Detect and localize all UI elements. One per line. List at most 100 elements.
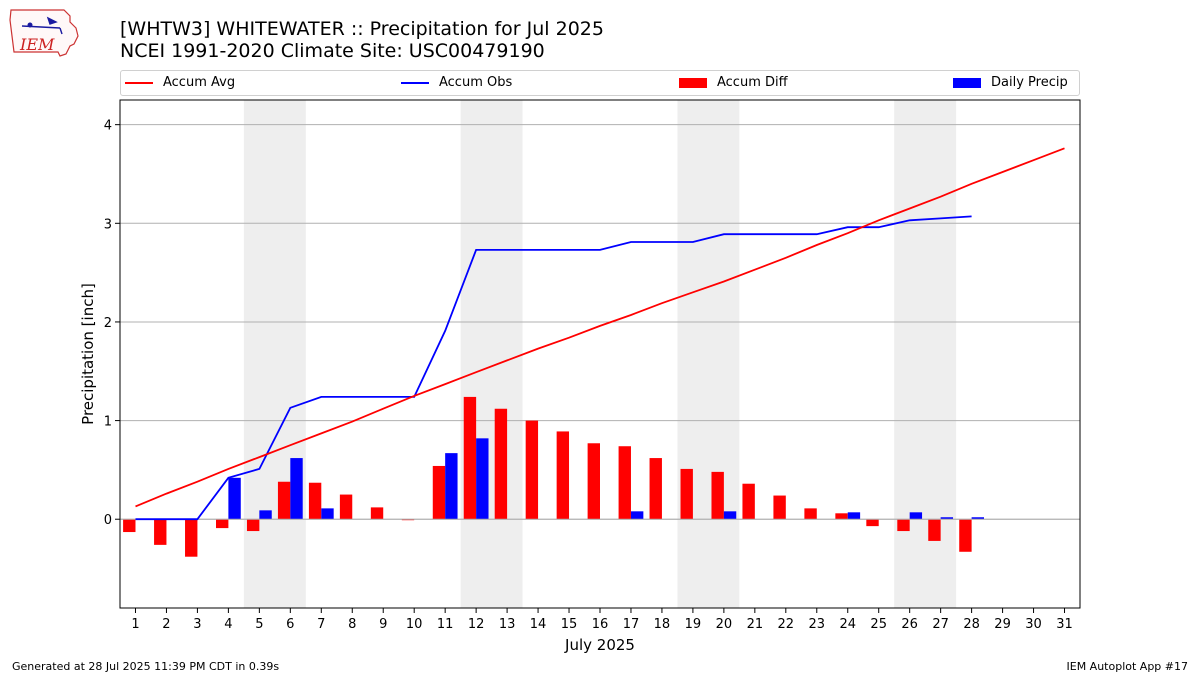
iem-logo: IEM (9, 9, 79, 57)
accum-diff-bar-day-20 (711, 471, 724, 520)
accum-avg-line (135, 147, 1065, 508)
x-tick-label-23: 23 (809, 617, 826, 632)
daily-precip-bar-day-27 (940, 517, 954, 520)
legend-item-accum-obs: Accum Obs (401, 71, 512, 95)
weekend-shade-4 (894, 100, 957, 608)
x-tick-label-30: 30 (1025, 617, 1042, 632)
daily-precip-bar-day-11 (445, 453, 458, 520)
accum-diff-bar-day-3 (185, 519, 198, 557)
x-tick-label-26: 26 (901, 617, 918, 632)
chart-legend: Accum Avg Accum Obs Accum Diff Daily Pre… (120, 70, 1080, 96)
legend-swatch-accum-obs (401, 81, 429, 84)
accum-diff-bar-day-11 (432, 465, 446, 520)
chart-title: [WHTW3] WHITEWATER :: Precipitation for … (120, 18, 604, 40)
x-axis-label: July 2025 (564, 636, 635, 654)
legend-item-accum-diff: Accum Diff (679, 71, 788, 95)
daily-precip-bar-day-4 (228, 477, 241, 520)
accum-diff-bar-day-8 (339, 494, 353, 520)
accum-diff-bar-day-12 (463, 396, 477, 520)
accum-diff-bar-day-24 (835, 513, 848, 520)
y-tick-label-0: 0 (104, 513, 112, 528)
daily-precip-bar-day-17 (630, 511, 644, 520)
x-tick-label-19: 19 (685, 617, 702, 632)
x-tick-label-5: 5 (255, 617, 263, 632)
accum-diff-bar-day-15 (556, 431, 570, 520)
accum-diff-bar-day-23 (804, 508, 817, 520)
accum-diff-bar-day-28 (959, 519, 972, 552)
weekend-shade-2 (460, 100, 523, 608)
weekend-shade-3 (677, 100, 740, 608)
y-tick-label-1: 1 (104, 415, 112, 430)
y-tick-label-2: 2 (104, 316, 112, 331)
x-tick-label-8: 8 (348, 617, 356, 632)
accum-diff-bar-day-9 (370, 507, 384, 520)
x-tick-label-22: 22 (778, 617, 795, 632)
x-tick-label-31: 31 (1056, 617, 1073, 632)
x-tick-label-21: 21 (747, 617, 764, 632)
x-tick-label-18: 18 (654, 617, 671, 632)
weekend-shade-1 (243, 100, 306, 608)
x-tick-label-28: 28 (963, 617, 980, 632)
y-axis-label: Precipitation [inch] (79, 283, 97, 425)
x-tick-label-20: 20 (716, 617, 733, 632)
legend-label-accum-obs: Accum Obs (439, 75, 513, 90)
accum-diff-bar-day-6 (277, 481, 291, 520)
legend-label-daily-precip: Daily Precip (991, 75, 1068, 90)
accum-diff-bar-day-21 (742, 483, 755, 520)
x-tick-label-13: 13 (499, 617, 516, 632)
logo-text: IEM (19, 35, 55, 54)
x-tick-label-27: 27 (932, 617, 949, 632)
accum-diff-bar-day-14 (525, 420, 539, 520)
accum-diff-bar-day-17 (618, 446, 631, 520)
accum-diff-bar-day-26 (897, 519, 910, 532)
daily-precip-bar-day-24 (847, 512, 861, 520)
legend-swatch-daily-precip (953, 77, 981, 88)
x-tick-label-1: 1 (131, 617, 139, 632)
accum-obs-line (135, 215, 972, 521)
x-tick-label-11: 11 (437, 617, 454, 632)
x-tick-label-15: 15 (561, 617, 578, 632)
y-tick-label-4: 4 (104, 119, 112, 134)
legend-label-accum-diff: Accum Diff (717, 75, 788, 90)
legend-item-accum-avg: Accum Avg (125, 71, 235, 95)
x-tick-label-3: 3 (193, 617, 201, 632)
iowa-state-outline (9, 9, 79, 57)
x-tick-label-17: 17 (623, 617, 640, 632)
chart-subtitle: NCEI 1991-2020 Climate Site: USC00479190 (120, 40, 545, 62)
x-tick-label-16: 16 (592, 617, 609, 632)
accum-diff-bar-day-25 (866, 519, 879, 527)
accum-diff-bar-day-2 (154, 519, 167, 545)
daily-precip-bar-day-28 (971, 517, 984, 520)
daily-precip-bar-day-7 (321, 508, 334, 520)
x-tick-label-14: 14 (530, 617, 547, 632)
x-tick-label-10: 10 (406, 617, 423, 632)
daily-precip-bar-day-5 (259, 510, 272, 520)
footer-generated-text: Generated at 28 Jul 2025 11:39 PM CDT in… (12, 660, 280, 673)
daily-precip-bar-day-12 (476, 438, 489, 520)
wind-vane-icon (21, 16, 63, 35)
legend-swatch-accum-diff (679, 77, 707, 88)
accum-diff-bar-day-13 (494, 408, 508, 520)
daily-precip-bar-day-6 (290, 458, 303, 520)
x-tick-label-24: 24 (839, 617, 856, 632)
accum-diff-bar-day-27 (928, 519, 941, 541)
accum-diff-bar-day-4 (216, 519, 229, 529)
x-tick-label-25: 25 (870, 617, 887, 632)
legend-label-accum-avg: Accum Avg (163, 75, 236, 90)
x-tick-label-4: 4 (224, 617, 232, 632)
accum-diff-bar-day-1 (123, 519, 136, 533)
accum-diff-bar-day-22 (773, 495, 786, 520)
daily-precip-bar-day-26 (909, 512, 923, 520)
x-tick-label-2: 2 (162, 617, 170, 632)
x-tick-label-29: 29 (994, 617, 1011, 632)
x-tick-label-9: 9 (379, 617, 387, 632)
accum-diff-bar-day-16 (587, 443, 600, 520)
legend-swatch-accum-avg (125, 81, 153, 84)
footer-app-text: IEM Autoplot App #17 (1066, 660, 1189, 673)
accum-diff-bar-day-19 (680, 468, 693, 520)
legend-item-daily-precip: Daily Precip (953, 71, 1068, 95)
y-tick-label-3: 3 (104, 217, 112, 232)
daily-precip-bar-day-20 (723, 511, 737, 520)
accum-diff-bar-day-18 (649, 458, 662, 520)
